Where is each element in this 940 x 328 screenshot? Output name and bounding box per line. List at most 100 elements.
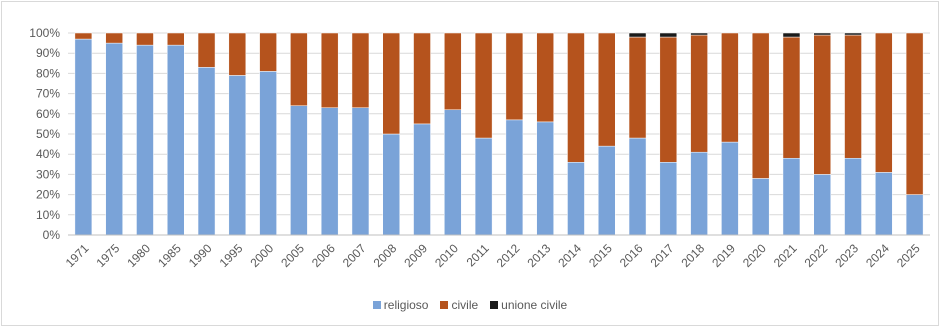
x-tick-label: 2014 <box>555 241 584 270</box>
bar-civile-2020 <box>751 32 770 179</box>
bar-civile-2013 <box>536 32 554 123</box>
bar-religioso-2024 <box>875 172 893 236</box>
y-tick-label: 80% <box>36 66 60 80</box>
bar-religioso-2021 <box>782 157 801 236</box>
bar-civile-1971 <box>74 32 93 40</box>
bar-religioso-2009 <box>413 123 431 236</box>
legend-label: unione civile <box>501 298 568 312</box>
x-tick-label: 1971 <box>63 241 92 270</box>
x-tick-label: 2025 <box>894 241 923 270</box>
bar-unione-civile-2016 <box>628 32 647 38</box>
bar-religioso-2025 <box>905 194 924 236</box>
bar-civile-2008 <box>382 32 400 135</box>
x-tick-label: 2018 <box>678 241 707 270</box>
x-tick-label: 2013 <box>525 241 554 270</box>
bar-religioso-1990 <box>197 67 216 236</box>
x-tick-label: 2007 <box>340 241 369 270</box>
x-tick-label: 2019 <box>709 241 738 270</box>
y-tick-label: 20% <box>36 188 60 202</box>
x-tick-label: 1985 <box>155 241 184 270</box>
bar-unione-civile-2017 <box>659 32 678 38</box>
y-tick-label: 40% <box>36 147 60 161</box>
bar-civile-2023 <box>844 34 862 159</box>
chart-svg: 0%10%20%30%40%50%60%70%80%90%100% 1971 19… <box>29 26 930 270</box>
bar-civile-1975 <box>105 32 123 44</box>
y-tick-label: 70% <box>36 87 60 101</box>
x-tick-label: 2017 <box>648 241 677 270</box>
bar-civile-2006 <box>320 32 339 108</box>
bar-religioso-2019 <box>721 141 739 236</box>
y-tick-label: 60% <box>36 107 60 121</box>
bar-civile-2009 <box>413 32 431 125</box>
bar-religioso-2020 <box>751 178 770 236</box>
x-tick-label: 2011 <box>464 241 492 269</box>
bar-religioso-2008 <box>382 133 400 236</box>
bar-civile-2007 <box>351 32 370 108</box>
bar-unione-civile-2021 <box>782 32 801 38</box>
x-tick-label: 2008 <box>371 241 400 270</box>
x-tick-label: 2024 <box>863 241 892 270</box>
bar-religioso-2010 <box>444 109 462 236</box>
y-tick-label: 50% <box>36 127 60 141</box>
bars <box>74 32 924 236</box>
bar-civile-2024 <box>875 32 893 173</box>
x-tick-label: 2009 <box>401 241 430 270</box>
legend-label: religioso <box>383 298 429 312</box>
bar-civile-2014 <box>567 32 585 163</box>
y-tick-label: 10% <box>36 208 60 222</box>
bar-civile-2000 <box>259 32 277 72</box>
bar-religioso-1971 <box>74 38 93 236</box>
bar-religioso-2006 <box>320 107 339 236</box>
bar-religioso-1985 <box>167 44 185 236</box>
y-tick-label: 90% <box>36 46 60 60</box>
x-tick-label: 2010 <box>432 241 461 270</box>
bar-unione-civile-2018 <box>690 32 708 36</box>
y-tick-label: 100% <box>29 26 60 40</box>
x-axis-tick-labels: 1971 1975 1980 1985 1990 1995 2000 2005 2006 2007… <box>63 241 923 270</box>
x-tick-label: 2012 <box>494 241 523 270</box>
legend-item-religioso: religioso <box>372 298 429 312</box>
bar-religioso-1980 <box>136 44 154 236</box>
legend-swatch <box>372 301 381 309</box>
x-tick-label: 1990 <box>186 241 215 270</box>
bar-religioso-2022 <box>813 174 831 236</box>
bar-religioso-2023 <box>844 157 862 236</box>
bar-civile-2011 <box>474 32 493 139</box>
bar-religioso-2018 <box>690 151 708 236</box>
bar-civile-1990 <box>197 32 216 68</box>
bar-religioso-1975 <box>105 42 123 236</box>
bar-religioso-2016 <box>628 137 647 236</box>
bar-civile-2012 <box>505 32 524 121</box>
y-tick-label: 30% <box>36 167 60 181</box>
bar-civile-1985 <box>167 32 185 46</box>
x-tick-label: 2022 <box>802 241 831 270</box>
bar-civile-2017 <box>659 36 678 163</box>
bar-civile-1980 <box>136 32 154 46</box>
bar-religioso-2014 <box>567 162 585 236</box>
legend: religioso civile unione civile <box>2 298 938 312</box>
bar-unione-civile-2022 <box>813 32 831 36</box>
x-tick-label: 2021 <box>771 241 800 270</box>
bar-religioso-1995 <box>228 75 247 236</box>
x-tick-label: 2016 <box>617 241 646 270</box>
x-tick-label: 2005 <box>278 241 307 270</box>
legend-item-unione-civile: unione civile <box>490 298 567 312</box>
bar-civile-2018 <box>690 34 708 153</box>
bar-civile-2021 <box>782 36 801 159</box>
x-tick-label: 2023 <box>832 241 861 270</box>
bar-civile-2016 <box>628 36 647 139</box>
bar-civile-1995 <box>228 32 247 76</box>
bar-unione-civile-2023 <box>844 32 862 36</box>
legend-item-civile: civile <box>440 298 478 312</box>
legend-swatch <box>490 301 499 309</box>
bar-religioso-2011 <box>474 137 493 236</box>
x-tick-label: 2020 <box>740 241 769 270</box>
gridlines <box>68 32 930 236</box>
bar-religioso-2005 <box>290 105 308 236</box>
bar-religioso-2012 <box>505 119 524 236</box>
x-tick-label: 1980 <box>124 241 153 270</box>
bar-civile-2019 <box>721 32 739 143</box>
bar-religioso-2000 <box>259 71 277 236</box>
bar-religioso-2007 <box>351 107 370 236</box>
